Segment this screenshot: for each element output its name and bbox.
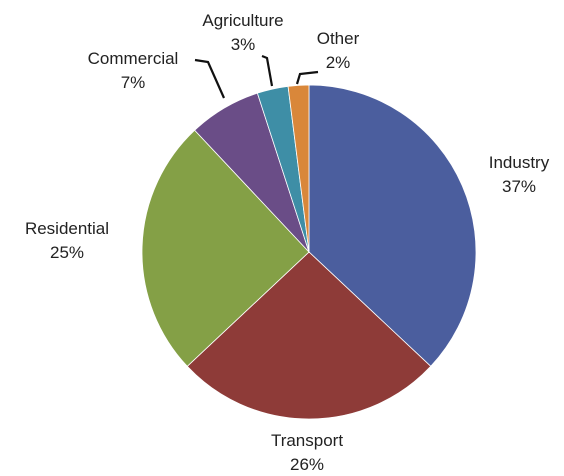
slice-labels: Industry 37% Transport 26% Residential 25% Com… [25,11,550,474]
slice-value-residential: 25% [50,243,84,262]
slice-value-industry: 37% [502,177,536,196]
slice-label-transport: Transport [271,431,343,450]
slice-label-commercial: Commercial [88,49,179,68]
leader-line-commercial [194,58,226,99]
slice-residential [141,129,310,367]
leader-lines [194,54,319,99]
slice-label-residential: Residential [25,219,109,238]
leader-line-agriculture [261,54,274,87]
pie-slices [141,84,477,420]
slice-other [287,84,310,253]
slice-label-agriculture: Agriculture [202,11,283,30]
slice-transport [186,251,432,420]
slice-value-commercial: 7% [121,73,146,92]
slice-label-other: Other [317,29,360,48]
slice-label-industry: Industry [489,153,550,172]
slice-value-agriculture: 3% [231,35,256,54]
slice-value-transport: 26% [290,455,324,474]
slice-industry [308,84,477,367]
leader-line-other [295,70,319,85]
slice-value-other: 2% [326,53,351,72]
